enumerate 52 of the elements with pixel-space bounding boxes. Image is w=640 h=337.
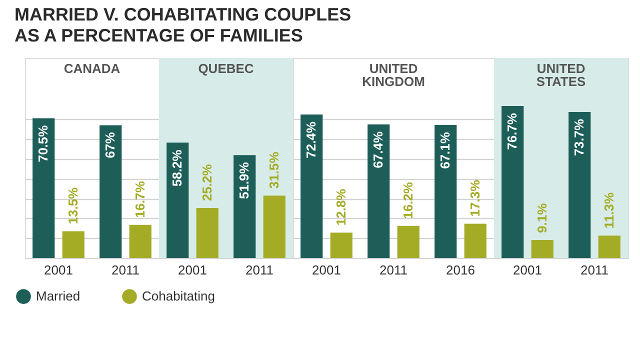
data-label: 67.4%	[370, 131, 386, 168]
text: UNITED STATES	[536, 61, 586, 89]
bar	[502, 106, 524, 258]
data-label: 31.5%	[266, 151, 282, 189]
x-tick-label: 2001	[44, 262, 73, 278]
bar	[62, 231, 84, 258]
data-label: 16.7%	[132, 180, 148, 218]
data-label: 25.2%	[199, 164, 214, 202]
data-label: 58.2%	[170, 149, 185, 187]
data-label: 12.8%	[333, 188, 348, 226]
data-label: 11.3%	[601, 192, 616, 229]
text: CANADA	[64, 61, 121, 76]
data-label: 72.4%	[304, 121, 319, 158]
data-label: 76.7%	[504, 112, 520, 150]
data-label: 17.3%	[467, 179, 482, 217]
bar	[234, 155, 256, 258]
data-label: 73.7%	[572, 118, 587, 156]
bar	[368, 124, 390, 258]
legend-label: Married	[36, 288, 80, 304]
x-tick-label: 2001	[178, 262, 207, 278]
x-tick-label: 2011	[246, 262, 274, 278]
x-tick-label: 2001	[513, 262, 542, 278]
bar	[32, 118, 55, 258]
data-label: 51.9%	[236, 162, 252, 200]
x-tick-label: 2001	[312, 262, 341, 278]
bar	[598, 236, 620, 258]
bar	[196, 208, 218, 258]
legend-label: Cohabitating	[142, 288, 215, 304]
x-tick-label: 2011	[580, 262, 608, 278]
data-label: 9.1%	[534, 202, 550, 233]
text: UNITED KINGDOM	[362, 61, 425, 89]
bar	[166, 142, 189, 258]
data-label: 67.1%	[438, 132, 453, 169]
chart-title: MARRIED V. COHABITATING COUPLES AS A PERCENTAGE OF FAMILIES	[14, 4, 352, 46]
bar	[464, 224, 486, 258]
x-tick-label: 2011	[380, 262, 408, 278]
data-label: 13.5%	[65, 186, 80, 224]
bar	[330, 232, 352, 258]
x-tick-label: 2011	[112, 262, 140, 278]
text: QUEBEC	[198, 61, 254, 76]
bar	[434, 125, 457, 258]
bar	[100, 125, 122, 258]
data-label: 67%	[102, 132, 118, 158]
bar	[397, 226, 420, 258]
bar	[568, 112, 591, 258]
bar	[300, 114, 323, 258]
bar	[129, 224, 152, 258]
bar	[263, 196, 286, 258]
data-label: 70.5%	[36, 124, 51, 162]
data-label: 16.2%	[400, 182, 416, 219]
bar	[531, 240, 554, 258]
x-tick-label: 2016	[446, 262, 475, 278]
